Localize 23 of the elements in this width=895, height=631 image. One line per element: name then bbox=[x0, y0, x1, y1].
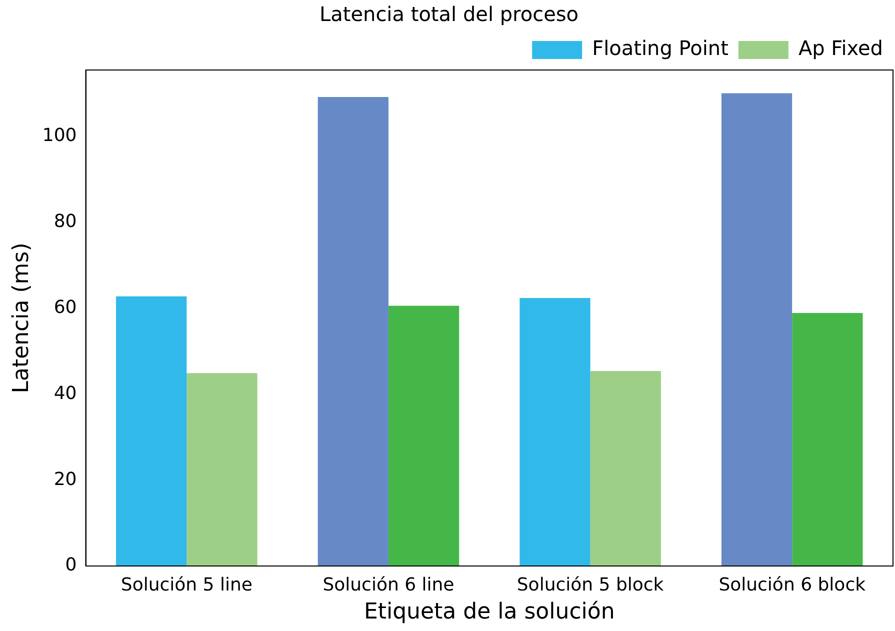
chart-title: Latencia total del proceso bbox=[319, 2, 579, 26]
bar bbox=[388, 306, 460, 566]
y-tick-label: 20 bbox=[54, 468, 77, 490]
legend-label: Ap Fixed bbox=[798, 36, 883, 60]
legend-label: Floating Point bbox=[592, 36, 729, 60]
bar bbox=[318, 97, 388, 566]
y-tick-label: 80 bbox=[54, 211, 77, 232]
bar bbox=[520, 298, 590, 566]
bar bbox=[186, 373, 258, 566]
x-tick-label: Solución 6 line bbox=[322, 574, 454, 596]
x-tick-label: Solución 5 line bbox=[120, 574, 252, 596]
x-tick-label: Solución 5 block bbox=[516, 574, 664, 596]
y-tick-label: 40 bbox=[54, 382, 77, 404]
y-tick-label: 60 bbox=[54, 297, 77, 318]
bar bbox=[116, 296, 187, 566]
bar bbox=[590, 371, 661, 566]
x-tick-label: Solución 6 block bbox=[718, 574, 866, 596]
x-axis-title: Etiqueta de la solución bbox=[364, 600, 615, 625]
y-tick-label: 0 bbox=[65, 554, 77, 576]
y-tick-label: 100 bbox=[42, 125, 77, 146]
bar bbox=[721, 93, 792, 566]
y-axis-title: Latencia (ms) bbox=[8, 242, 34, 394]
bar bbox=[792, 313, 863, 566]
